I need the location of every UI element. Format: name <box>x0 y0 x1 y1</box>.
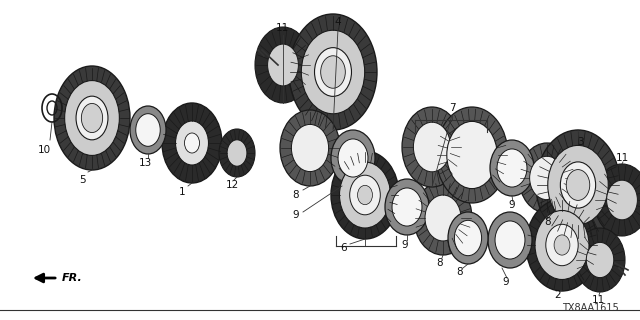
Ellipse shape <box>268 44 298 86</box>
Ellipse shape <box>184 133 200 153</box>
Ellipse shape <box>402 107 462 187</box>
Ellipse shape <box>291 124 328 172</box>
Text: 11: 11 <box>616 153 628 163</box>
Text: 7: 7 <box>449 103 455 113</box>
Text: 8: 8 <box>545 217 551 227</box>
Text: TX8AA1615: TX8AA1615 <box>562 303 618 313</box>
Ellipse shape <box>575 228 625 292</box>
Text: 9: 9 <box>402 240 408 250</box>
Ellipse shape <box>81 103 102 132</box>
Ellipse shape <box>219 129 255 177</box>
Ellipse shape <box>447 121 497 188</box>
Ellipse shape <box>495 221 525 259</box>
Text: 8: 8 <box>457 267 463 277</box>
Text: 11: 11 <box>275 23 289 33</box>
Ellipse shape <box>331 130 375 186</box>
Ellipse shape <box>607 180 637 220</box>
Text: 9: 9 <box>509 200 515 210</box>
Ellipse shape <box>338 139 368 177</box>
Text: 2: 2 <box>555 290 561 300</box>
Text: 3: 3 <box>577 137 583 147</box>
Ellipse shape <box>358 185 372 205</box>
Ellipse shape <box>136 114 160 146</box>
Ellipse shape <box>227 140 247 166</box>
Ellipse shape <box>454 220 482 256</box>
Ellipse shape <box>566 170 590 200</box>
Text: 8: 8 <box>436 258 444 268</box>
Ellipse shape <box>530 156 564 200</box>
Ellipse shape <box>586 243 614 277</box>
Ellipse shape <box>392 188 422 226</box>
Text: 8: 8 <box>292 190 300 200</box>
Ellipse shape <box>448 212 488 264</box>
Ellipse shape <box>130 106 166 154</box>
Ellipse shape <box>526 199 598 291</box>
Ellipse shape <box>321 56 346 88</box>
Text: 10: 10 <box>37 145 51 155</box>
Text: 5: 5 <box>79 175 85 185</box>
Ellipse shape <box>548 145 608 225</box>
Ellipse shape <box>339 162 390 228</box>
Ellipse shape <box>76 96 108 140</box>
Ellipse shape <box>331 151 399 239</box>
Ellipse shape <box>536 130 620 240</box>
Ellipse shape <box>289 14 377 130</box>
Ellipse shape <box>54 66 130 170</box>
Ellipse shape <box>349 175 380 215</box>
Text: 9: 9 <box>292 210 300 220</box>
Ellipse shape <box>314 48 351 96</box>
Ellipse shape <box>175 121 209 165</box>
Text: 4: 4 <box>335 17 341 27</box>
Ellipse shape <box>490 140 534 196</box>
Ellipse shape <box>65 81 120 156</box>
Ellipse shape <box>280 110 340 186</box>
Text: 1: 1 <box>179 187 186 197</box>
Ellipse shape <box>385 179 429 235</box>
Ellipse shape <box>255 27 311 103</box>
Ellipse shape <box>594 164 640 236</box>
Ellipse shape <box>413 122 451 172</box>
Ellipse shape <box>546 224 578 266</box>
Text: FR.: FR. <box>62 273 83 283</box>
Ellipse shape <box>425 195 461 241</box>
Ellipse shape <box>561 162 596 208</box>
Ellipse shape <box>554 235 570 255</box>
Ellipse shape <box>497 149 527 187</box>
Text: 6: 6 <box>340 243 348 253</box>
Text: 9: 9 <box>502 277 509 287</box>
Ellipse shape <box>436 107 508 203</box>
Text: 13: 13 <box>138 158 152 168</box>
Ellipse shape <box>162 103 222 183</box>
Ellipse shape <box>301 30 365 114</box>
Ellipse shape <box>488 212 532 268</box>
Ellipse shape <box>414 181 472 255</box>
Ellipse shape <box>535 211 589 279</box>
Ellipse shape <box>519 143 575 213</box>
Text: 11: 11 <box>591 295 605 305</box>
Text: 12: 12 <box>225 180 239 190</box>
